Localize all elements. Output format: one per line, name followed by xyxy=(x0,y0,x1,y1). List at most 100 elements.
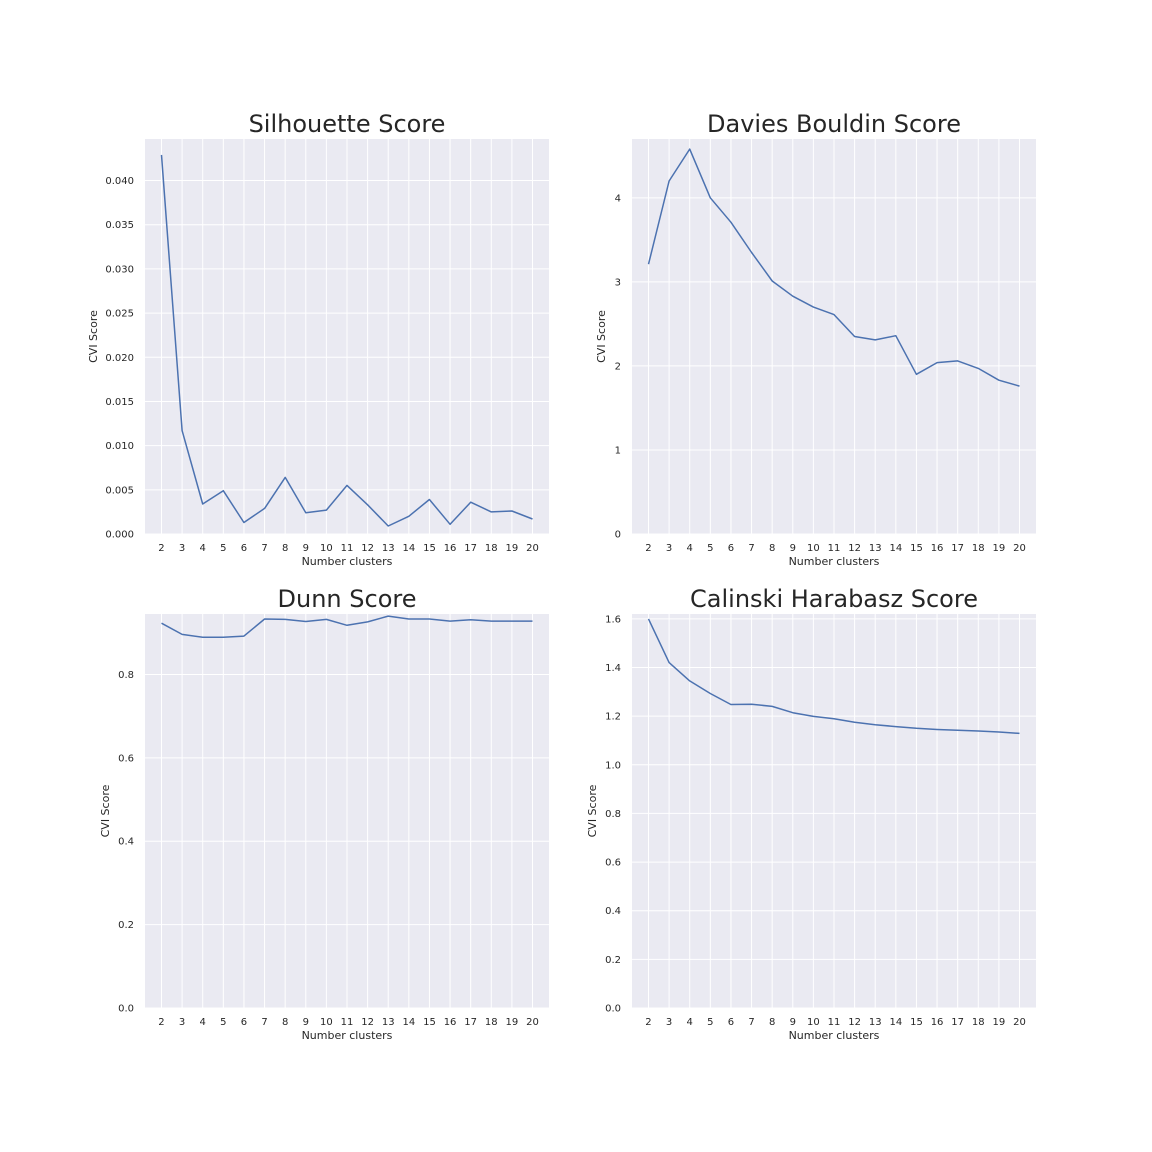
y-tick-label: 0.4 xyxy=(118,837,134,848)
x-tick-label: 16 xyxy=(444,543,457,554)
x-axis-label: Number clusters xyxy=(789,1029,880,1042)
y-tick-label: 0.010 xyxy=(105,441,134,452)
x-tick-label: 14 xyxy=(402,543,415,554)
x-tick-label: 16 xyxy=(931,543,944,554)
x-tick-label: 13 xyxy=(382,543,395,554)
x-tick-label: 6 xyxy=(728,543,734,554)
dunn-series-line xyxy=(161,615,533,639)
x-tick-label: 2 xyxy=(158,543,164,554)
x-tick-label: 10 xyxy=(807,1017,820,1028)
y-tick-label: 0.040 xyxy=(105,176,134,187)
y-tick-label: 0.2 xyxy=(118,920,134,931)
x-axis-label: Number clusters xyxy=(302,1029,393,1042)
chart-title: Dunn Score xyxy=(278,585,417,613)
x-tick-label: 9 xyxy=(303,1017,309,1028)
x-tick-label: 2 xyxy=(645,543,651,554)
y-tick-label: 0.030 xyxy=(105,264,134,275)
x-tick-label: 17 xyxy=(951,543,964,554)
x-tick-label: 6 xyxy=(241,1017,247,1028)
davies-bouldin-panel: 2 3 4 5 6 7 8 9 10 11 12 13 14 15 16 17 18 19 2001234Davie… xyxy=(595,110,1036,568)
x-tick-label: 16 xyxy=(931,1017,944,1028)
x-tick-label: 8 xyxy=(282,543,288,554)
y-tick-label: 0.8 xyxy=(118,670,134,681)
y-tick-label: 1.2 xyxy=(605,712,621,723)
y-tick-label: 1.0 xyxy=(605,760,621,771)
x-tick-label: 11 xyxy=(341,543,354,554)
chart-title: Silhouette Score xyxy=(249,110,446,138)
y-tick-label: 0.6 xyxy=(605,858,621,869)
x-tick-label: 7 xyxy=(261,1017,267,1028)
x-tick-label: 19 xyxy=(506,1017,519,1028)
x-tick-label: 9 xyxy=(790,1017,796,1028)
x-tick-label: 3 xyxy=(666,543,672,554)
y-tick-label: 4 xyxy=(615,193,621,204)
chart-title: Davies Bouldin Score xyxy=(707,110,961,138)
silhouette-series-line xyxy=(160,154,533,527)
x-tick-label: 19 xyxy=(993,1017,1006,1028)
y-tick-label: 1 xyxy=(615,445,621,456)
x-tick-label: 7 xyxy=(748,1017,754,1028)
x-axis-label: Number clusters xyxy=(789,555,880,568)
x-tick-label: 15 xyxy=(423,1017,436,1028)
x-tick-label: 6 xyxy=(728,1017,734,1028)
x-tick-label: 20 xyxy=(1013,543,1026,554)
x-tick-label: 11 xyxy=(828,1017,841,1028)
y-tick-label: 1.6 xyxy=(605,614,621,625)
x-tick-label: 3 xyxy=(666,1017,672,1028)
y-tick-label: 0.0 xyxy=(118,1004,134,1015)
y-axis-label: CVI Score xyxy=(87,310,100,363)
x-tick-label: 10 xyxy=(807,543,820,554)
x-tick-label: 8 xyxy=(769,543,775,554)
x-tick-label: 12 xyxy=(848,543,861,554)
y-tick-label: 3 xyxy=(615,277,621,288)
x-axis-label: Number clusters xyxy=(302,555,393,568)
x-tick-label: 12 xyxy=(361,1017,374,1028)
y-tick-label: 0.2 xyxy=(605,955,621,966)
chart-title: Calinski Harabasz Score xyxy=(690,585,978,613)
x-tick-label: 18 xyxy=(485,1017,498,1028)
x-tick-label: 18 xyxy=(485,543,498,554)
x-tick-label: 2 xyxy=(158,1017,164,1028)
silhouette-panel: 2 3 4 5 6 7 8 9 10 11 12 13 14 15 16 17 18 19 20 0.000 0.005… xyxy=(87,110,549,568)
y-tick-label: 0.000 xyxy=(105,530,134,541)
x-tick-label: 11 xyxy=(341,1017,354,1028)
x-tick-label: 8 xyxy=(282,1017,288,1028)
x-tick-label: 14 xyxy=(889,543,902,554)
x-tick-label: 4 xyxy=(200,543,206,554)
x-tick-label: 5 xyxy=(220,1017,226,1028)
x-tick-label: 15 xyxy=(910,1017,923,1028)
x-tick-label: 17 xyxy=(464,543,477,554)
x-tick-label: 3 xyxy=(179,543,185,554)
x-tick-label: 4 xyxy=(687,543,693,554)
x-tick-label: 14 xyxy=(889,1017,902,1028)
x-tick-label: 6 xyxy=(241,543,247,554)
y-tick-label: 0.005 xyxy=(105,485,134,496)
x-tick-label: 15 xyxy=(423,543,436,554)
x-tick-label: 11 xyxy=(828,543,841,554)
x-tick-label: 13 xyxy=(382,1017,395,1028)
x-tick-label: 5 xyxy=(707,543,713,554)
y-tick-label: 0.015 xyxy=(105,397,134,408)
y-tick-label: 0.4 xyxy=(605,906,621,917)
x-tick-label: 17 xyxy=(464,1017,477,1028)
y-tick-label: 0.025 xyxy=(105,309,134,320)
x-tick-label: 20 xyxy=(526,543,539,554)
y-tick-label: 0 xyxy=(615,530,621,541)
x-tick-label: 19 xyxy=(993,543,1006,554)
dunn-panel: 2 3 4 5 6 7 8 9 10 11 12 13 14 15 16 17 18 19 20 0.0 0.2 0.4 0… xyxy=(99,585,549,1042)
x-tick-label: 2 xyxy=(645,1017,651,1028)
x-tick-label: 12 xyxy=(361,543,374,554)
x-tick-label: 19 xyxy=(506,543,519,554)
x-tick-label: 12 xyxy=(848,1017,861,1028)
x-tick-label: 13 xyxy=(869,543,882,554)
x-tick-label: 8 xyxy=(769,1017,775,1028)
x-tick-label: 18 xyxy=(972,1017,985,1028)
x-tick-label: 5 xyxy=(707,1017,713,1028)
calinski-harabasz-series-line xyxy=(647,618,1020,735)
x-tick-label: 9 xyxy=(303,543,309,554)
y-axis-label: CVI Score xyxy=(586,784,599,837)
x-tick-label: 16 xyxy=(444,1017,457,1028)
x-tick-label: 18 xyxy=(972,543,985,554)
y-axis-label: CVI Score xyxy=(595,310,608,363)
x-tick-label: 17 xyxy=(951,1017,964,1028)
